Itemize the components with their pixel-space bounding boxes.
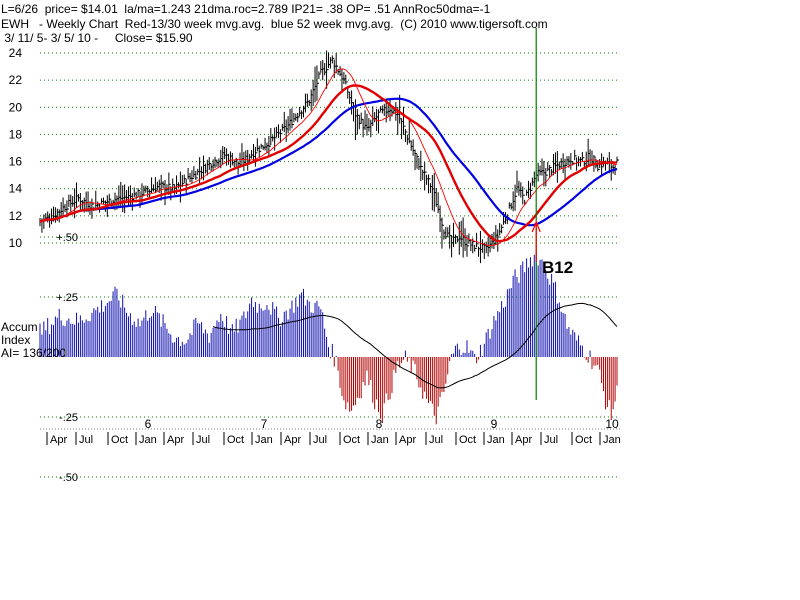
month-label: Jan xyxy=(139,434,157,446)
price-tick-label: 18 xyxy=(9,127,23,141)
month-label: Oct xyxy=(343,434,360,446)
ai-grid xyxy=(40,236,620,478)
price-tick-label: 12 xyxy=(9,209,23,223)
ai-tick-label: +.25 xyxy=(56,292,78,304)
header-line-3: 3/ 11/ 5- 3/ 5/ 10 - Close= $15.90 xyxy=(1,31,193,45)
header-line-2: EWH - Weekly Chart Red-13/30 week mvg.av… xyxy=(1,17,548,31)
year-label: 10 xyxy=(605,417,619,431)
month-label: Jul xyxy=(313,434,327,446)
price-bars xyxy=(39,50,619,264)
ai-tick-label: +.50 xyxy=(56,232,78,244)
month-label: Jan xyxy=(255,434,273,446)
month-label: Jul xyxy=(196,434,210,446)
ma30-line xyxy=(39,84,618,243)
year-label: 7 xyxy=(261,417,268,431)
header-line-1: L=6/26 price= $14.01 la/ma=1.243 21dma.r… xyxy=(1,2,491,16)
accum-index-bars xyxy=(39,251,618,425)
month-label: Jul xyxy=(429,434,443,446)
price-grid xyxy=(40,52,620,244)
price-tick-label: 16 xyxy=(9,155,23,169)
signal-marker xyxy=(531,28,541,400)
month-label: Apr xyxy=(167,434,184,446)
ai-label-value: AI= 136/200 xyxy=(1,346,66,360)
month-label: Jan xyxy=(603,434,621,446)
price-tick-label: 20 xyxy=(9,100,23,114)
signal-label-b12: B12 xyxy=(542,258,573,277)
year-label: 6 xyxy=(145,417,152,431)
price-tick-label: 24 xyxy=(9,46,23,60)
month-label: Apr xyxy=(50,434,67,446)
month-label: Oct xyxy=(227,434,244,446)
month-label: Apr xyxy=(399,434,416,446)
price-tick-label: 14 xyxy=(9,182,23,196)
month-label: Jan xyxy=(371,434,389,446)
month-label: Jul xyxy=(544,434,558,446)
ai-tick-label: -.50 xyxy=(59,472,78,484)
accum-index-ma-line xyxy=(212,302,618,389)
ai-tick-label: -.25 xyxy=(59,412,78,424)
ma52-line xyxy=(39,97,618,227)
month-label: Jan xyxy=(487,434,505,446)
month-label: Oct xyxy=(575,434,592,446)
price-tick-label: 22 xyxy=(9,73,23,87)
signal-arrow-head xyxy=(531,220,541,233)
month-label: Oct xyxy=(111,434,128,446)
ai-label-index: Index xyxy=(1,333,30,347)
year-label: 8 xyxy=(376,417,383,431)
ai-ma-path xyxy=(212,302,618,389)
moving-average-lines xyxy=(39,68,618,246)
ma13-line xyxy=(39,68,618,246)
price-y-axis: 10 12 14 16 18 20 22 24 xyxy=(9,46,23,250)
month-label: Oct xyxy=(459,434,476,446)
month-label: Apr xyxy=(284,434,301,446)
ai-y-axis: +.50 +.25 -.25 -.50 xyxy=(56,232,78,484)
x-axis: 6 7 8 9 10 Apr Jul Oct Jan Apr Jul Oct Jan Apr Jul Oct J… xyxy=(40,417,621,446)
price-tick-label: 10 xyxy=(9,236,23,250)
month-label: Apr xyxy=(515,434,532,446)
month-label: Jul xyxy=(79,434,93,446)
year-label: 9 xyxy=(491,417,498,431)
ai-label-accum: Accum xyxy=(1,320,38,334)
